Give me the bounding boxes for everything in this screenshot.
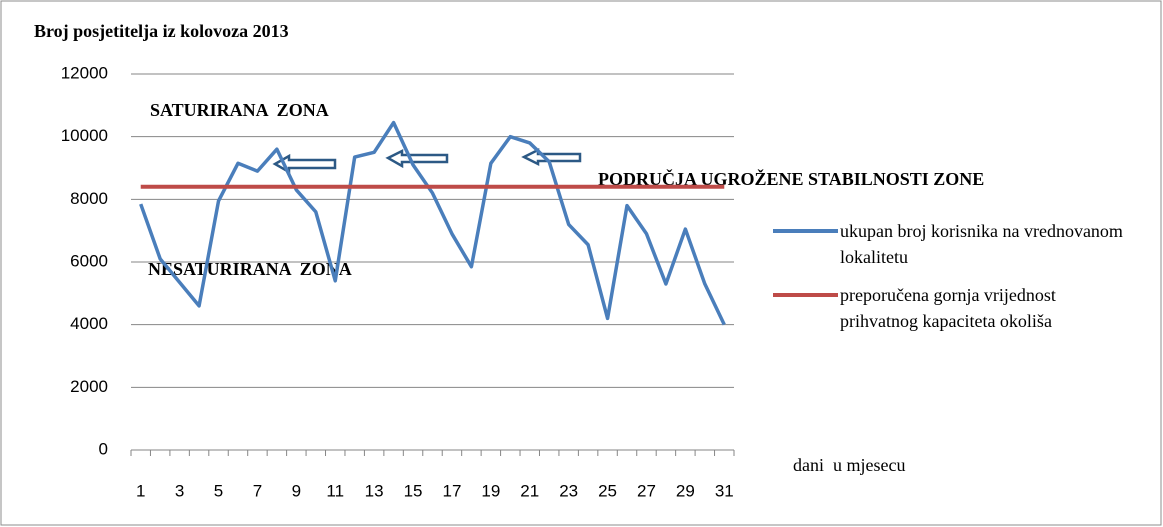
x-tick-label: 31 (715, 481, 734, 500)
x-tick-label: 11 (326, 481, 344, 500)
y-tick-label: 2000 (70, 377, 108, 396)
x-tick-label: 27 (637, 481, 656, 500)
annotation: PODRUČJA UGROŽENE STABILNOSTI ZONE (598, 168, 984, 189)
x-tick-label: 21 (520, 481, 539, 500)
x-tick-label: 9 (292, 481, 301, 500)
x-tick-label: 3 (175, 481, 184, 500)
arrow (385, 148, 449, 169)
legend-label: preporučena gornja vrijednost prihvatnog… (840, 285, 1056, 331)
x-tick-label: 5 (214, 481, 223, 500)
y-tick-label: 8000 (70, 189, 108, 208)
y-tick-label: 12000 (61, 63, 108, 82)
x-tick-label: 1 (136, 481, 145, 500)
series-line (139, 120, 726, 326)
y-tick-label: 6000 (70, 251, 108, 270)
x-tick-label: 29 (676, 481, 695, 500)
legend-label: ukupan broj korisnika na vrednovanom lok… (840, 221, 1123, 267)
annotation: SATURIRANA ZONA (150, 100, 329, 120)
y-tick-label: 4000 (70, 314, 108, 333)
x-tick-label: 23 (559, 481, 578, 500)
y-tick-label: 0 (99, 439, 108, 458)
chart-title: Broj posjetitelja iz kolovoza 2013 (34, 21, 289, 41)
x-axis-label: dani u mjesecu (793, 455, 905, 475)
x-tick-label: 19 (481, 481, 500, 500)
x-tick-label: 7 (253, 481, 262, 500)
y-tick-label: 10000 (61, 126, 108, 145)
x-tick-label: 17 (442, 481, 461, 500)
x-tick-label: 25 (598, 481, 617, 500)
annotation: NESATURIRANA ZONA (148, 259, 352, 279)
x-tick-label: 13 (365, 481, 384, 500)
x-tick-label: 15 (404, 481, 423, 500)
